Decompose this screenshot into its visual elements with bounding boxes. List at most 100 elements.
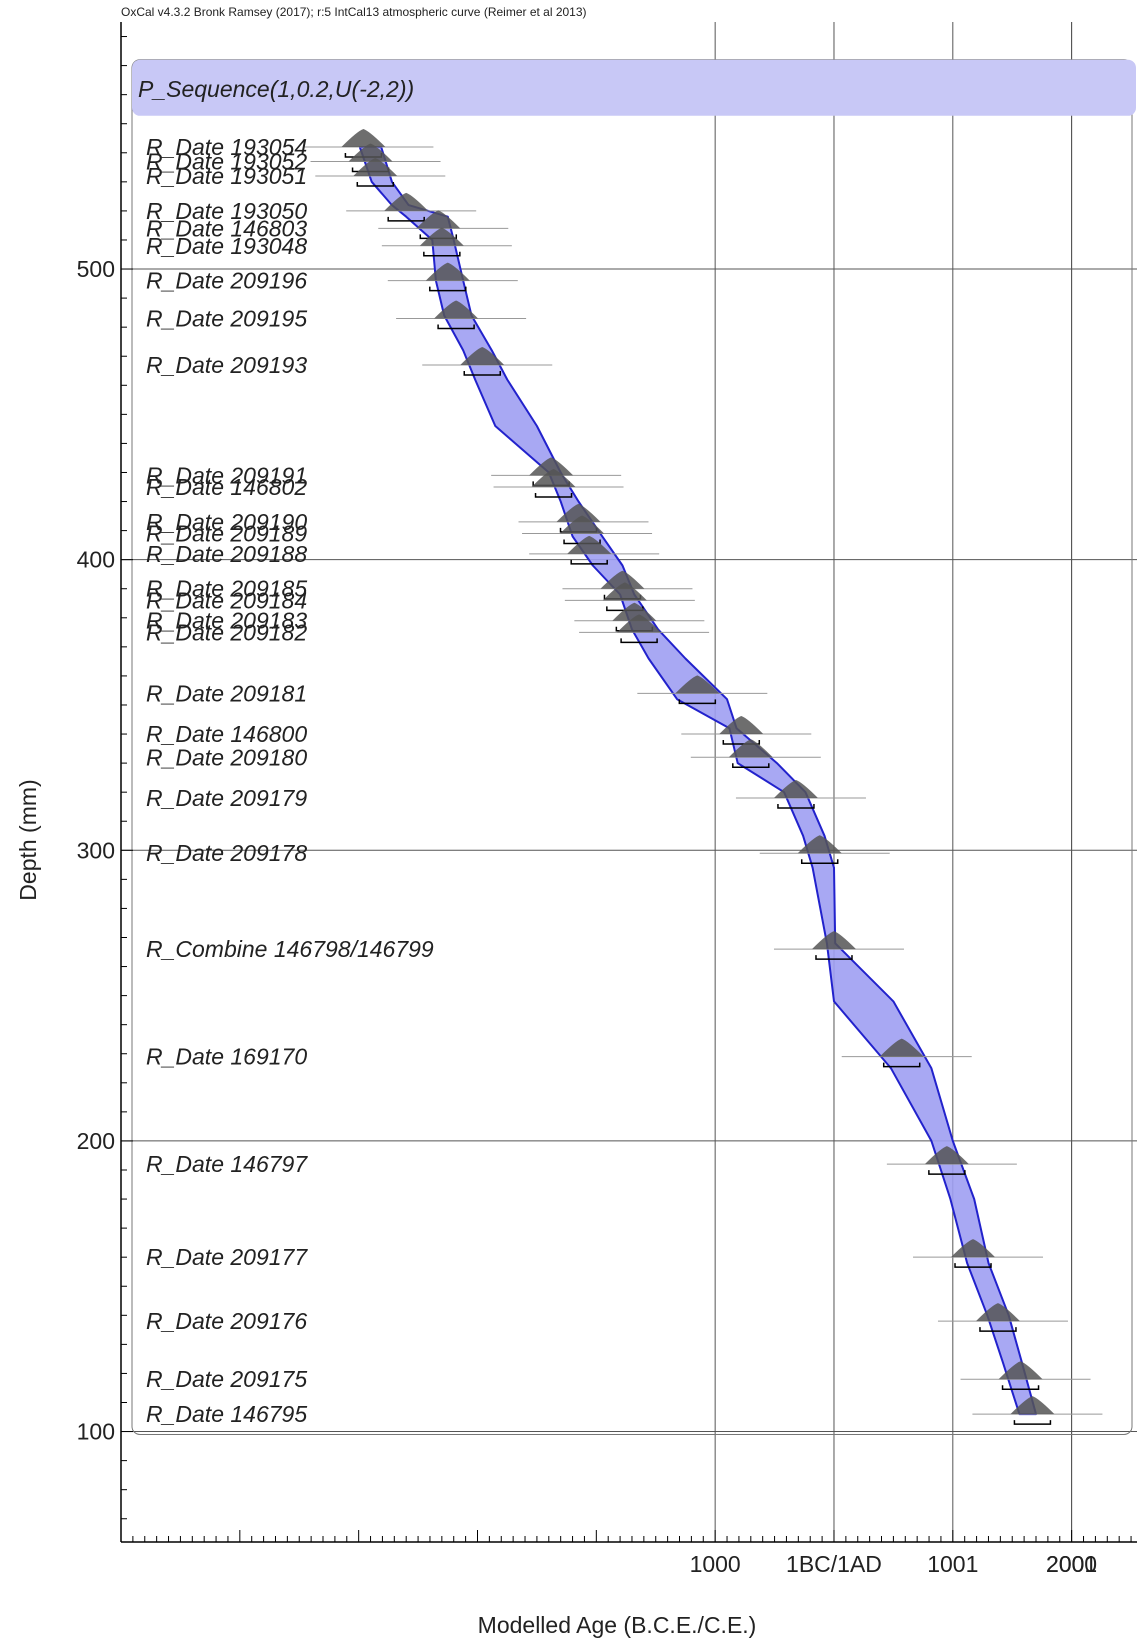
date-label: R_Date 209181 [146,680,307,706]
date-marker [913,1239,1044,1268]
date-range-bracket [423,251,461,257]
date-label: R_Date 146800 [146,721,307,747]
date-range-bracket [570,559,608,565]
date-marker [773,931,904,960]
date-marker [960,1361,1091,1390]
date-density [529,457,574,476]
y-tick-label: 400 [77,547,115,573]
y-tick-label: 200 [77,1128,115,1154]
date-range-bracket [954,1263,992,1268]
y-tick-label: 100 [77,1419,115,1445]
date-label: R_Date 209180 [146,744,307,770]
date-label: R_Date 193052 [146,149,307,175]
date-density [353,158,398,177]
date-range-bracket [429,286,467,292]
chart-header: OxCal v4.3.2 Bronk Ramsey (2017); r:5 In… [121,5,587,19]
date-label: R_Combine 146798/146799 [146,936,434,962]
date-label: R_Date 146803 [146,215,307,241]
date-marker [422,346,553,376]
axes: 6000500040003000200010001BC/1AD100120015… [77,22,1137,1577]
x-axis-title: Modelled Age (B.C.E./C.E.) [478,1612,757,1638]
date-marker [681,716,812,745]
date-marker [381,227,512,257]
date-density [531,469,576,488]
date-marker [493,469,624,498]
date-label: R_Date 209188 [146,541,307,567]
date-marker [841,1038,972,1068]
date-density [600,570,645,589]
date-label: R_Date 209179 [146,785,307,811]
y-axis-title: Depth (mm) [15,779,41,900]
x-tick-label: 2000 [1046,1551,1097,1577]
date-label: R_Date 209175 [146,1366,307,1392]
date-range-bracket [534,493,573,498]
date-density [560,515,605,534]
date-density [416,210,461,229]
y-tick-label: 300 [77,837,115,863]
date-label: R_Date 209176 [146,1308,307,1334]
date-marker [579,614,710,644]
date-label: R_Date 193048 [146,233,307,259]
date-label: R_Date 209193 [146,352,307,378]
date-label: R_Date 209184 [146,587,307,613]
date-label: R_Date 193054 [146,134,307,160]
date-marker [396,300,527,330]
date-density [348,143,393,162]
date-density [975,1303,1020,1322]
date-density [728,739,773,758]
date-marker [387,262,518,292]
date-marker [759,835,890,864]
date-label: R_Date 193051 [146,163,307,189]
date-label: R_Date 209190 [146,509,307,535]
date-density [617,614,662,633]
date-density [419,227,464,246]
date-density [879,1038,924,1057]
date-label: R_Date 209196 [146,268,307,294]
date-density [341,128,386,147]
date-marker [346,192,477,222]
date-marker [937,1303,1068,1332]
age-depth-band [358,146,1037,1416]
date-density [998,1361,1043,1380]
date-density [773,779,818,798]
date-density [675,675,720,694]
date-density [612,602,657,621]
date-density [425,262,470,281]
date-label: R_Date 209185 [146,576,307,602]
x-tick-label: 2001 [1046,1551,1097,1577]
date-density [924,1146,969,1165]
date-label: R_Date 209195 [146,305,307,331]
date-range-bracket [678,699,717,705]
date-range-bracket [1001,1385,1040,1390]
date-density [719,716,764,735]
date-range-bracket [777,803,815,809]
date-label: R_Date 209191 [146,462,307,488]
date-range-bracket [882,1062,921,1068]
date-marker [529,535,660,565]
date-marker [637,675,768,705]
date-range-bracket [387,216,425,222]
age-band [358,146,1037,1416]
date-label: R_Date 169170 [146,1044,307,1070]
date-range-bracket [815,955,853,960]
x-tick-label: 1001 [927,1551,978,1577]
date-density [1010,1396,1055,1415]
date-label: R_Date 209189 [146,521,307,547]
date-density [434,300,479,319]
date-range-bracket [722,740,761,745]
date-marker [315,158,446,187]
date-range-bracket [463,370,501,376]
sequence-label: P_Sequence(1,0.2,U(-2,2)) [138,76,414,102]
date-range-bracket [732,763,770,769]
date-density [797,835,842,854]
date-range-bracket [620,638,658,644]
date-label: R_Date 146797 [146,1151,308,1177]
date-markers [303,128,1103,1425]
date-range-bracket [356,182,395,187]
x-tick-label: 1BC/1AD [786,1551,882,1577]
sequence-box: P_Sequence(1,0.2,U(-2,2)) [131,59,1136,1435]
date-range-bracket [800,859,839,864]
date-marker [690,739,821,769]
